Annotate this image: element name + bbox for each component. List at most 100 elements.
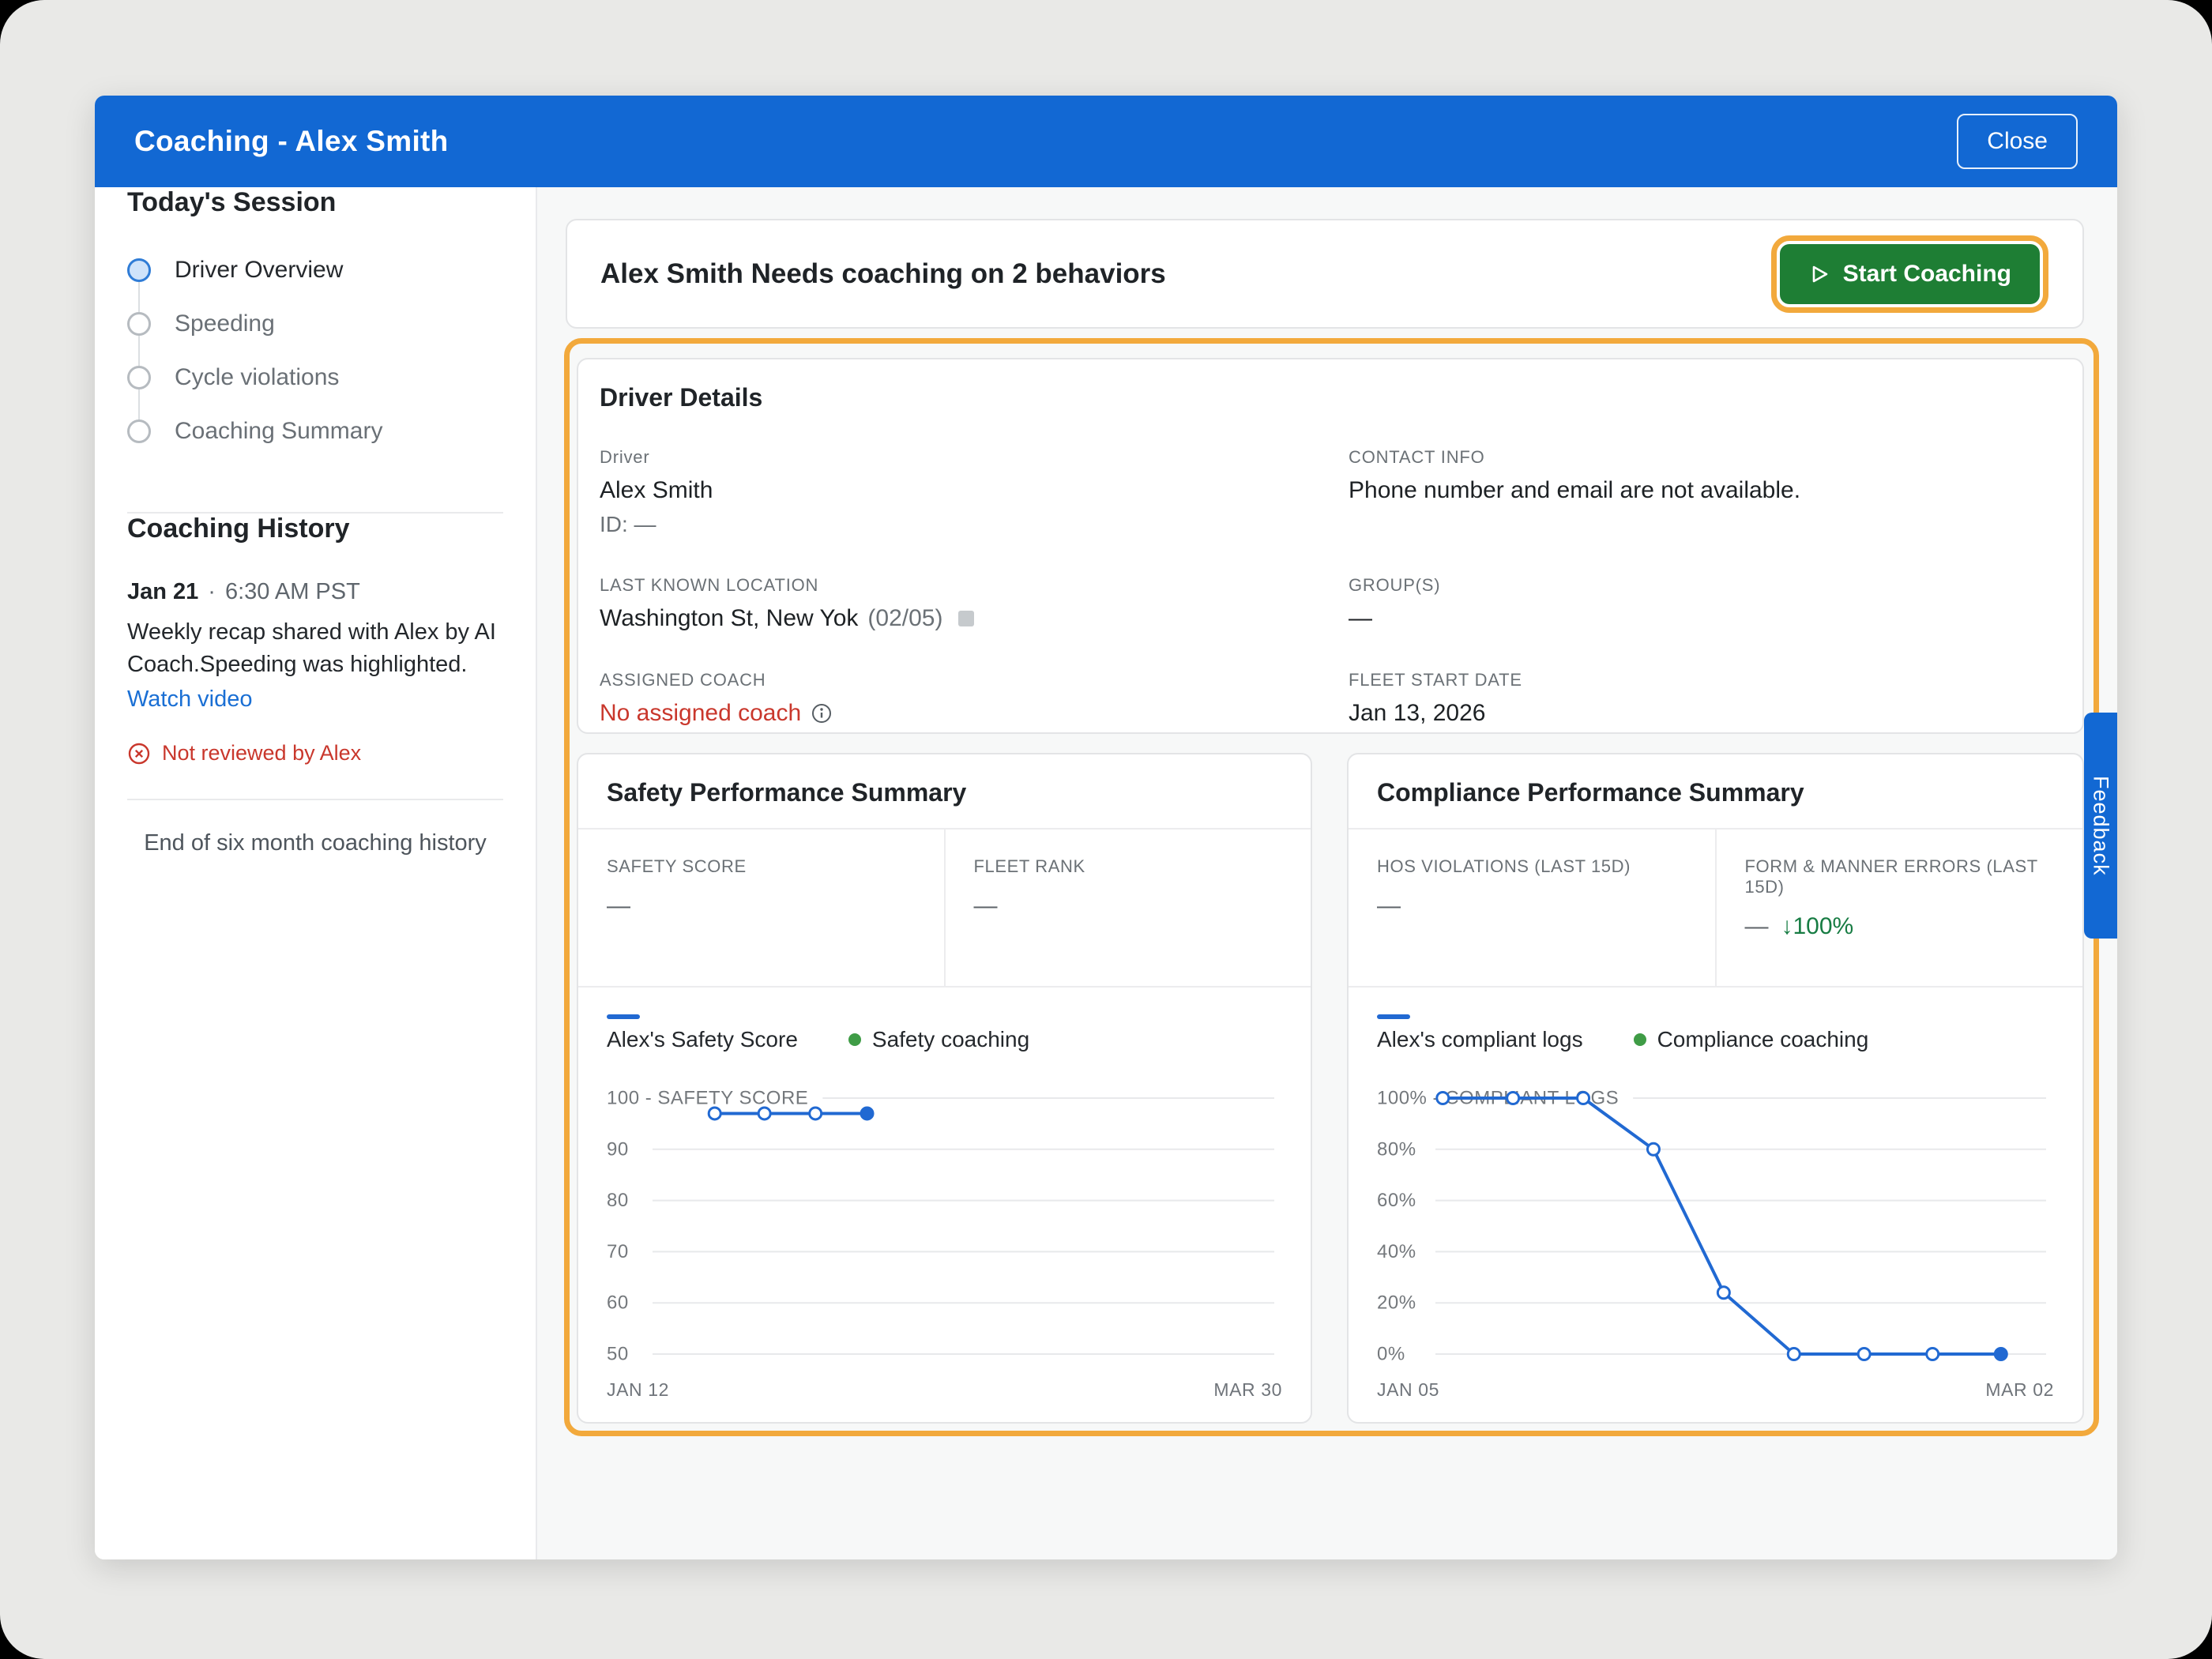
legend-label: Alex's Safety Score (607, 1027, 798, 1051)
history-entry-meta: Jan 21 · 6:30 AM PST (127, 579, 503, 605)
x-axis-start-label: JAN 05 (1377, 1379, 1440, 1400)
field-fleet-start-date: FLEET START DATE Jan 13, 2026 (1349, 670, 2061, 727)
history-summary: Weekly recap shared with Alex by AI Coac… (127, 619, 496, 677)
safety-legend: Alex's Safety Score Safety coaching (607, 1014, 1282, 1052)
compliance-chart-x-axis: JAN 05 MAR 02 (1377, 1379, 2054, 1401)
coaching-banner: Alex Smith Needs coaching on 2 behaviors… (566, 219, 2084, 329)
field-label: FLEET START DATE (1349, 670, 1522, 690)
svg-text:20%: 20% (1377, 1292, 1416, 1314)
stat-form-manner-errors: FORM & MANNER ERRORS (LAST 15D) — ↓100% (1714, 830, 2083, 986)
session-title: Today's Session (127, 187, 337, 217)
stat-value: — (1377, 893, 1401, 919)
step-indicator-active (127, 258, 151, 282)
compliance-stats-row: HOS VIOLATIONS (LAST 15D) — FORM & MANNE… (1349, 830, 2082, 988)
watch-video-link[interactable]: Watch video (127, 687, 253, 713)
legend-safety-coaching: Safety coaching (848, 1027, 1029, 1052)
svg-text:80: 80 (607, 1190, 629, 1211)
svg-text:80%: 80% (1377, 1138, 1416, 1160)
field-contact-info: CONTACT INFO Phone number and email are … (1349, 447, 2061, 537)
step-speeding[interactable]: Speeding (127, 282, 503, 351)
compliance-legend: Alex's compliant logs Compliance coachin… (1377, 1014, 2054, 1052)
location-image-icon (958, 611, 975, 626)
sidebar-divider (127, 799, 503, 801)
compliance-summary-card: Compliance Performance Summary HOS VIOLA… (1347, 753, 2084, 1424)
safety-summary-card: Safety Performance Summary SAFETY SCORE … (577, 753, 1312, 1424)
field-assigned-coach: ASSIGNED COACH No assigned coach (600, 670, 1349, 727)
history-end-note: End of six month coaching history (144, 830, 487, 856)
field-groups: GROUP(S) — (1349, 575, 2061, 632)
safety-card-title: Safety Performance Summary (578, 754, 1311, 830)
step-cycle-violations[interactable]: Cycle violations (127, 336, 503, 404)
legend-label: Safety coaching (871, 1027, 1030, 1051)
x-axis-end-label: MAR 02 (1985, 1379, 2054, 1400)
field-driver: Driver Alex Smith ID: — (600, 447, 1349, 537)
stat-value: — (973, 893, 998, 919)
coaching-modal: Coaching - Alex Smith Close Today's Sess… (95, 96, 2117, 1559)
stat-safety-score: SAFETY SCORE — (578, 830, 944, 986)
feedback-tab[interactable]: Feedback (2084, 713, 2117, 939)
driver-id-value: ID: — (600, 512, 656, 536)
driver-details-title: Driver Details (600, 383, 763, 412)
compliant-logs-chart: 100% - COMPLIANT LOGS 80% 60% 40% 20% 0% (1377, 1084, 2054, 1368)
contact-info-value: Phone number and email are not available… (1349, 477, 1801, 503)
dot-swatch-icon (1633, 1033, 1646, 1046)
history-entry: Jan 21 · 6:30 AM PST Weekly recap shared… (127, 579, 503, 766)
svg-text:60: 60 (607, 1292, 629, 1314)
stat-hos-violations: HOS VIOLATIONS (LAST 15D) — (1349, 830, 1715, 986)
play-icon (1812, 265, 1827, 282)
history-date: Jan 21 (127, 579, 199, 604)
step-coaching-summary[interactable]: Coaching Summary (127, 389, 503, 458)
driver-name-value: Alex Smith (600, 477, 713, 503)
legend-label: Compliance coaching (1657, 1027, 1869, 1051)
svg-text:60%: 60% (1377, 1190, 1416, 1211)
modal-header: Coaching - Alex Smith Close (95, 96, 2117, 187)
history-time: 6:30 AM PST (224, 579, 360, 604)
step-driver-overview[interactable]: Driver Overview (127, 243, 503, 297)
fleet-start-date-value: Jan 13, 2026 (1349, 700, 1486, 726)
safety-chart-x-axis: JAN 12 MAR 30 (607, 1379, 1282, 1401)
modal-title: Coaching - Alex Smith (134, 125, 449, 157)
location-text: Washington St, New Yok (600, 605, 859, 631)
line-swatch-icon (1377, 1014, 1410, 1019)
legend-compliance-coaching: Compliance coaching (1633, 1027, 1869, 1052)
groups-value: — (1349, 605, 1372, 631)
field-label: LAST KNOWN LOCATION (600, 575, 819, 595)
safety-stats-row: SAFETY SCORE — FLEET RANK — (578, 830, 1311, 988)
x-axis-start-label: JAN 12 (607, 1379, 670, 1400)
step-indicator (127, 312, 151, 336)
review-status: Not reviewed by Alex (127, 741, 503, 766)
legend-safety-score: Alex's Safety Score (607, 1014, 798, 1052)
stat-label: SAFETY SCORE (607, 856, 747, 876)
info-icon[interactable] (811, 702, 833, 724)
compliance-card-title: Compliance Performance Summary (1349, 754, 2082, 830)
location-value: Washington St, New Yok (02/05) (600, 605, 1349, 632)
field-label: GROUP(S) (1349, 575, 1441, 595)
field-last-known-location: LAST KNOWN LOCATION Washington St, New Y… (600, 575, 1349, 632)
step-indicator (127, 419, 151, 443)
no-coach-text: No assigned coach (600, 700, 802, 726)
banner-title: Alex Smith Needs coaching on 2 behaviors (600, 258, 1166, 289)
svg-text:40%: 40% (1377, 1241, 1416, 1262)
session-steps: Driver Overview Speeding Cycle violation… (127, 243, 503, 458)
legend-label: Alex's compliant logs (1377, 1027, 1583, 1051)
sidebar-divider (127, 512, 503, 514)
field-label: CONTACT INFO (1349, 447, 1485, 467)
not-reviewed-icon (128, 743, 150, 764)
dot-swatch-icon (848, 1033, 861, 1046)
x-axis-end-label: MAR 30 (1213, 1379, 1282, 1400)
sidebar: Today's Session Driver Overview Speeding… (95, 187, 537, 1559)
step-label: Driver Overview (175, 257, 344, 283)
line-swatch-icon (607, 1014, 640, 1019)
close-button[interactable]: Close (1957, 114, 2078, 169)
stat-value: — (607, 893, 630, 919)
driver-details-card: Driver Details Driver Alex Smith ID: — C… (577, 358, 2084, 734)
location-date: (02/05) (867, 605, 943, 631)
assigned-coach-value: No assigned coach (600, 700, 1349, 727)
step-indicator (127, 366, 151, 389)
start-coaching-label: Start Coaching (1842, 260, 2011, 287)
main-panel: Alex Smith Needs coaching on 2 behaviors… (537, 187, 2117, 1559)
stat-label: FLEET RANK (973, 856, 1085, 876)
stat-label: HOS VIOLATIONS (LAST 15D) (1377, 856, 1631, 876)
start-coaching-button[interactable]: Start Coaching (1770, 235, 2049, 313)
